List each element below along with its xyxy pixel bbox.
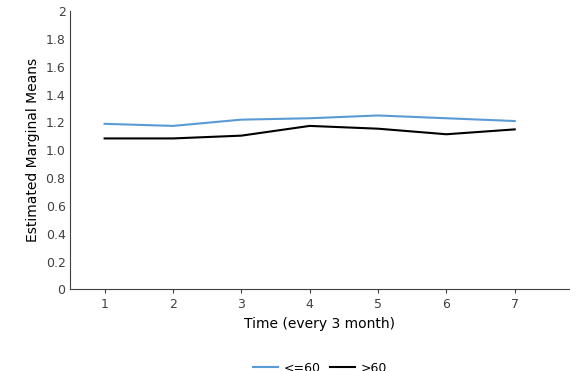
- >60: [443, 132, 450, 137]
- <=60: [170, 124, 177, 128]
- X-axis label: Time (every 3 month): Time (every 3 month): [244, 317, 396, 331]
- Y-axis label: Estimated Marginal Means: Estimated Marginal Means: [26, 58, 40, 242]
- >60: [170, 136, 177, 141]
- Line: >60: >60: [104, 126, 515, 138]
- >60: [375, 127, 382, 131]
- <=60: [101, 122, 108, 126]
- <=60: [238, 117, 245, 122]
- >60: [511, 127, 518, 132]
- <=60: [443, 116, 450, 121]
- Line: <=60: <=60: [104, 115, 515, 126]
- >60: [306, 124, 313, 128]
- <=60: [511, 119, 518, 123]
- <=60: [375, 113, 382, 118]
- <=60: [306, 116, 313, 121]
- >60: [101, 136, 108, 141]
- Legend: <=60, >60: <=60, >60: [248, 357, 392, 371]
- >60: [238, 134, 245, 138]
